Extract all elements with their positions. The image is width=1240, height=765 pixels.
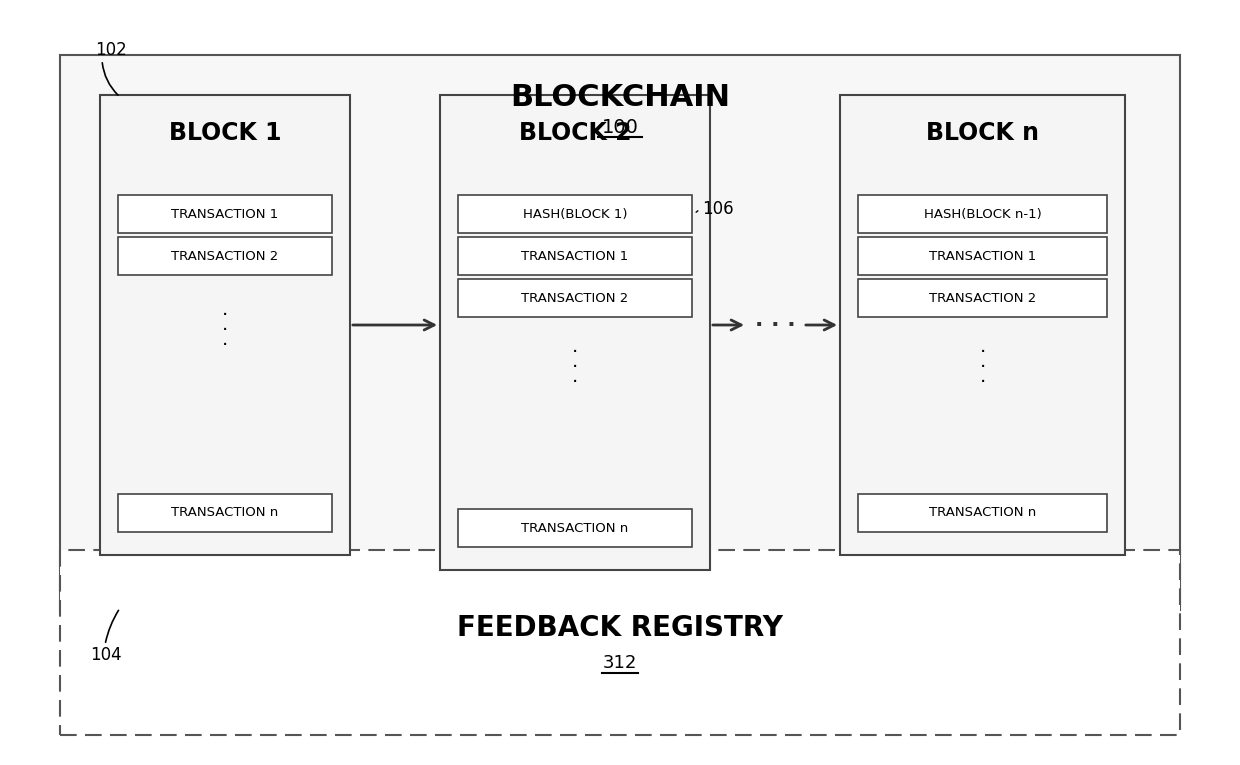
- Bar: [839, 95, 1125, 555]
- Bar: [118, 494, 332, 532]
- Bar: [118, 195, 332, 233]
- Bar: [858, 237, 1107, 275]
- Text: BLOCK 1: BLOCK 1: [169, 121, 281, 145]
- Bar: [858, 494, 1107, 532]
- Bar: [858, 279, 1107, 317]
- Bar: [458, 279, 692, 317]
- Bar: [60, 55, 1180, 610]
- Text: 312: 312: [603, 653, 637, 672]
- Text: TRANSACTION 1: TRANSACTION 1: [929, 249, 1037, 262]
- Text: ·: ·: [222, 305, 228, 324]
- Bar: [440, 95, 711, 570]
- Text: ·: ·: [572, 343, 578, 362]
- Text: TRANSACTION n: TRANSACTION n: [171, 506, 279, 519]
- Text: BLOCK n: BLOCK n: [926, 121, 1039, 145]
- Text: TRANSACTION n: TRANSACTION n: [929, 506, 1037, 519]
- Text: ·: ·: [572, 373, 578, 392]
- Text: ·: ·: [980, 343, 986, 362]
- Text: ·: ·: [222, 336, 228, 354]
- Bar: [118, 237, 332, 275]
- Text: ·: ·: [572, 357, 578, 376]
- Text: 100: 100: [601, 118, 639, 136]
- Text: TRANSACTION 1: TRANSACTION 1: [521, 249, 629, 262]
- Text: 104: 104: [91, 646, 122, 664]
- Bar: [458, 195, 692, 233]
- Bar: [458, 509, 692, 547]
- Text: TRANSACTION 2: TRANSACTION 2: [929, 291, 1037, 304]
- Text: HASH(BLOCK n-1): HASH(BLOCK n-1): [924, 207, 1042, 220]
- Bar: [60, 550, 1180, 735]
- Text: TRANSACTION 1: TRANSACTION 1: [171, 207, 279, 220]
- Text: 102: 102: [95, 41, 126, 59]
- Text: ·: ·: [980, 373, 986, 392]
- Text: ·: ·: [222, 321, 228, 340]
- Bar: [458, 237, 692, 275]
- Text: TRANSACTION n: TRANSACTION n: [521, 522, 629, 535]
- Text: HASH(BLOCK 1): HASH(BLOCK 1): [523, 207, 627, 220]
- Text: ·: ·: [980, 357, 986, 376]
- Text: BLOCKCHAIN: BLOCKCHAIN: [510, 83, 730, 112]
- Bar: [858, 195, 1107, 233]
- Text: TRANSACTION 2: TRANSACTION 2: [521, 291, 629, 304]
- Bar: [100, 95, 350, 555]
- Text: · · ·: · · ·: [755, 315, 795, 335]
- Text: FEEDBACK REGISTRY: FEEDBACK REGISTRY: [458, 614, 782, 642]
- Text: TRANSACTION 2: TRANSACTION 2: [171, 249, 279, 262]
- Text: 106: 106: [702, 200, 734, 218]
- Text: BLOCK 2: BLOCK 2: [518, 121, 631, 145]
